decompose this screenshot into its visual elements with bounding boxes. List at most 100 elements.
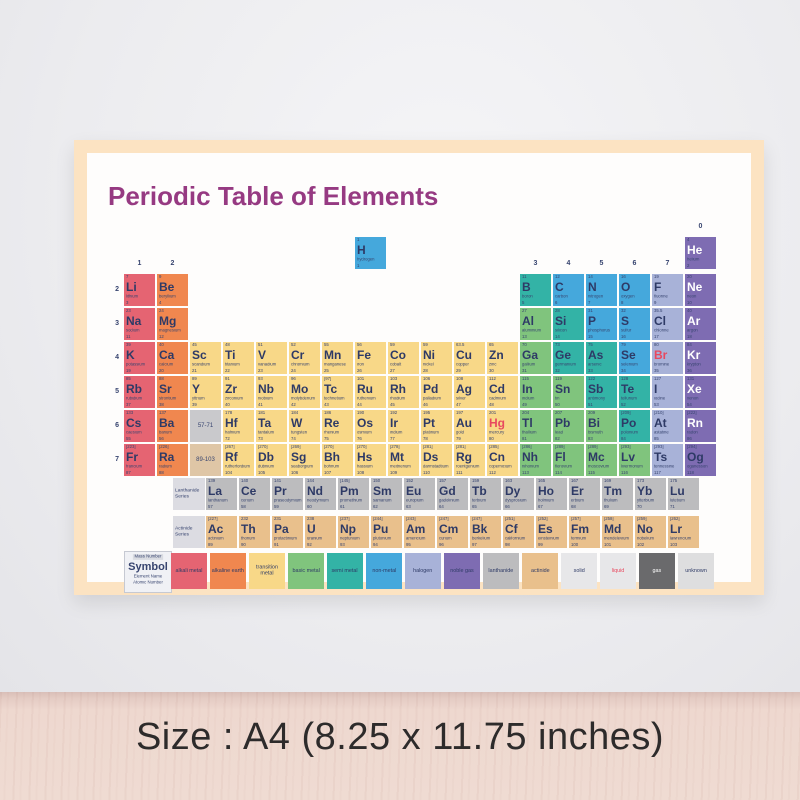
legend-label: basic metal <box>292 567 320 574</box>
mass-number: 23 <box>126 309 131 314</box>
atomic-number: 26 <box>357 369 362 374</box>
mass-number: 56 <box>357 343 362 348</box>
mass-number: 144 <box>307 479 315 484</box>
cell-la: 139 La lanthanum 57 <box>206 478 237 510</box>
element-symbol: Ag <box>456 382 472 396</box>
element-name: ruthenium <box>357 396 376 402</box>
element-symbol: Eu <box>406 484 422 498</box>
atomic-number: 40 <box>225 403 230 408</box>
atomic-number: 19 <box>126 369 131 374</box>
element-symbol: Ar <box>687 314 701 328</box>
element-symbol: Sg <box>291 450 307 464</box>
element-name: lead <box>555 430 563 436</box>
mass-number: 204 <box>522 411 530 416</box>
group-number-0: 0 <box>698 223 703 230</box>
atomic-number: 81 <box>522 437 527 442</box>
cell-ir: 192 Ir iridium 77 <box>388 410 419 442</box>
atomic-number: 67 <box>538 505 543 510</box>
mass-number: [289] <box>555 445 565 450</box>
cell-hs: [270] Hs hassium 108 <box>355 444 386 476</box>
element-name: francium <box>126 464 143 470</box>
atomic-number: 72 <box>225 437 230 442</box>
element-symbol: Ba <box>159 416 175 430</box>
mass-number: 39 <box>126 343 131 348</box>
element-name: barium <box>159 430 172 436</box>
mass-number: [223] <box>126 445 136 450</box>
element-name: zirconium <box>225 396 243 402</box>
period-number-4: 4 <box>115 354 119 361</box>
legend-halogen: halogen <box>405 553 441 589</box>
mass-number: 75 <box>588 343 593 348</box>
cell-ca: 40 Ca calcium 20 <box>157 342 188 374</box>
atomic-number: 41 <box>258 403 263 408</box>
mass-number: [278] <box>390 445 400 450</box>
element-name: rubidium <box>126 396 143 402</box>
mass-number: [251] <box>505 517 515 522</box>
element-symbol: Pu <box>373 522 389 536</box>
key-mass-number-label: Mass Number <box>132 554 164 560</box>
mass-number: 24 <box>159 309 164 314</box>
element-name: gallium <box>522 362 536 368</box>
cell-sn: 119 Sn tin 50 <box>553 376 584 408</box>
element-name: uranium <box>307 536 323 542</box>
element-name: technetium <box>324 396 345 402</box>
mass-number: 103 <box>390 377 398 382</box>
legend-label: alkaline earth <box>211 567 245 574</box>
mass-number: 45 <box>192 343 197 348</box>
legend-label: gas <box>652 567 662 574</box>
element-name: chlorine <box>654 328 669 334</box>
element-name: fluorine <box>654 294 668 300</box>
element-name: bismuth <box>588 430 603 436</box>
mass-number: 19 <box>654 275 659 280</box>
atomic-number: 61 <box>340 505 345 510</box>
atomic-number: 85 <box>654 437 659 442</box>
element-name: strontium <box>159 396 177 402</box>
mass-number: [258] <box>604 517 614 522</box>
mass-number: 150 <box>373 479 381 484</box>
element-symbol: Sn <box>555 382 571 396</box>
cell-in: 115 In indium 49 <box>520 376 551 408</box>
element-symbol: Np <box>340 522 356 536</box>
element-name: einsteinium <box>538 536 560 542</box>
mass-number: 91 <box>225 377 230 382</box>
mass-number: [145] <box>340 479 350 484</box>
cell-pu: [244] Pu plutonium 94 <box>371 516 402 548</box>
cell-eu: 152 Eu europium 63 <box>404 478 435 510</box>
legend-label: unknown <box>685 567 707 574</box>
cell-nh: [286] Nh nihonium 113 <box>520 444 551 476</box>
cell-tl: 204 Tl thallium 81 <box>520 410 551 442</box>
mass-number: [281] <box>423 445 433 450</box>
mass-number: 88 <box>159 377 164 382</box>
element-symbol: Rh <box>390 382 406 396</box>
atomic-number: 49 <box>522 403 527 408</box>
mass-number: [226] <box>159 445 169 450</box>
element-symbol: Ru <box>357 382 373 396</box>
mass-number: 201 <box>489 411 497 416</box>
mass-number: 152 <box>406 479 414 484</box>
legend-label: actinide <box>530 567 550 574</box>
cell-br: 80 Br bromine 35 <box>652 342 683 374</box>
element-name: livermorium <box>621 464 643 470</box>
atomic-number: 80 <box>489 437 494 442</box>
mass-number: 173 <box>637 479 645 484</box>
mass-number: 127 <box>654 377 662 382</box>
element-symbol: Dy <box>505 484 521 498</box>
atomic-number: 17 <box>654 335 659 340</box>
mass-number: [97] <box>324 377 332 382</box>
element-symbol: Hg <box>489 416 505 430</box>
element-symbol: Sm <box>373 484 392 498</box>
cell-rn: [222] Rn radon 86 <box>685 410 716 442</box>
cell-tb: 159 Tb terbium 65 <box>470 478 501 510</box>
element-symbol: Md <box>604 522 622 536</box>
atomic-number: 73 <box>258 437 263 442</box>
element-symbol: Tl <box>522 416 533 430</box>
atomic-number: 15 <box>588 335 593 340</box>
element-symbol: Na <box>126 314 142 328</box>
element-symbol: H <box>357 243 366 257</box>
element-symbol: Pa <box>274 522 289 536</box>
cell-al: 27 Al aluminium 13 <box>520 308 551 340</box>
cell-ts: [293] Ts tennessine 117 <box>652 444 683 476</box>
element-name: osmium <box>357 430 372 436</box>
